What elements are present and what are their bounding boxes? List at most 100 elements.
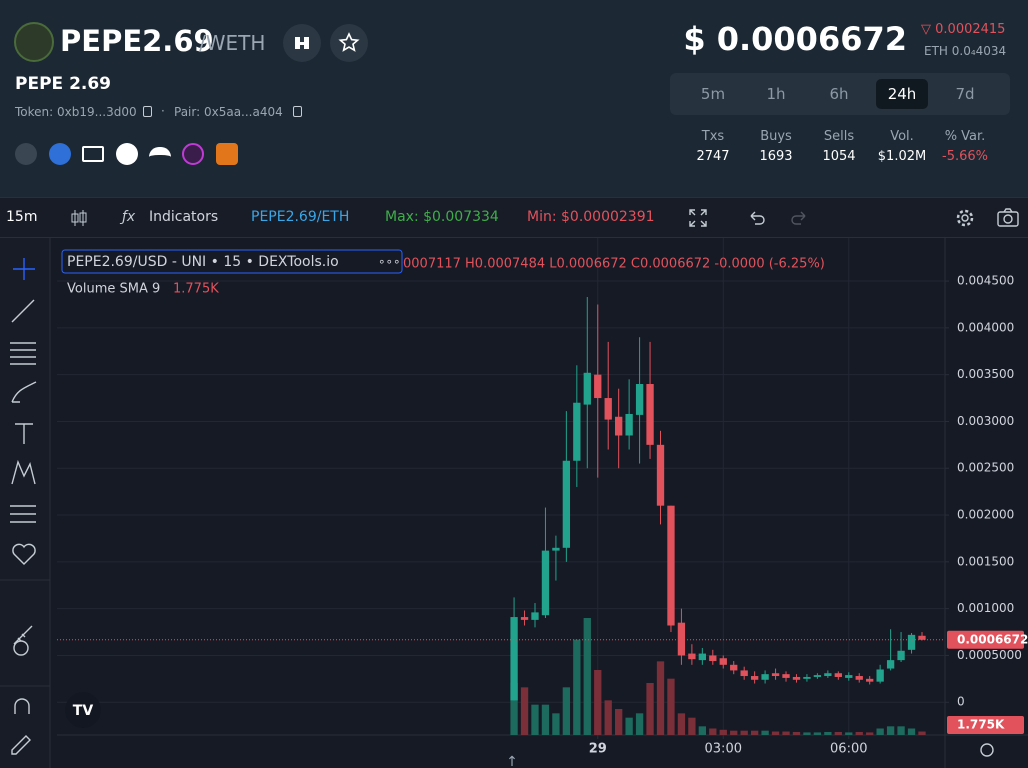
text-tool[interactable]	[15, 423, 33, 444]
y-tick-label: 0.002000	[957, 508, 1014, 522]
candle-body	[698, 653, 707, 661]
plot: 0 0.0005000 0.001000 0.001500 0.002000 0.0025…	[57, 238, 1028, 757]
y-tick-label: 0.003500	[957, 367, 1014, 381]
candle-body	[656, 444, 665, 506]
price-change: ▽ 0.0002415	[921, 22, 1005, 37]
volume-bar	[803, 732, 811, 735]
candle-body	[897, 650, 905, 661]
candle-body	[730, 664, 738, 671]
volume-tag-label: 1.775K	[957, 718, 1005, 732]
legend-box[interactable]	[61, 249, 403, 274]
brush-tool[interactable]	[11, 381, 37, 403]
crosshair-tool[interactable]	[13, 258, 35, 280]
stat-value: -5.66%	[942, 149, 988, 164]
eth-price: ETH 0.0₄4034	[924, 44, 1007, 58]
candle-body	[782, 674, 790, 678]
twitter-link[interactable]	[149, 147, 171, 161]
chart-link[interactable]	[49, 143, 71, 165]
timeframe-option[interactable]: 1h	[766, 85, 786, 103]
volume-bar	[855, 731, 863, 735]
volume-bar	[531, 704, 539, 735]
fullscreen-icon[interactable]	[688, 208, 708, 228]
volume-bar	[813, 732, 822, 735]
y-tick-label: 0.003000	[957, 414, 1014, 428]
y-tick-label: 0	[957, 695, 965, 709]
volume-bar	[594, 670, 602, 735]
pattern-tool[interactable]	[11, 459, 36, 485]
volume-bar	[615, 709, 623, 735]
stat-value: 1693	[759, 149, 793, 164]
volume-bar	[750, 730, 759, 735]
volume-bar	[866, 732, 874, 735]
stat-label: Sells	[823, 129, 855, 144]
change-value: 0.0002415	[935, 22, 1006, 37]
candle-body	[541, 550, 550, 616]
timeframe-option[interactable]: 24h	[876, 79, 928, 109]
min-price: Min: $0.00002391	[527, 209, 655, 225]
metamask-link[interactable]	[216, 143, 238, 165]
candle-body	[719, 658, 727, 665]
candle-body	[635, 384, 644, 415]
settings-icon[interactable]	[954, 207, 976, 229]
website-link[interactable]	[82, 146, 104, 162]
screenshot-icon[interactable]	[996, 207, 1020, 229]
dextools-link[interactable]	[182, 143, 204, 165]
indicators-button[interactable]: Indicators	[149, 209, 219, 225]
lock-tool[interactable]	[11, 735, 31, 755]
candle-body	[813, 675, 822, 677]
copy-icon[interactable]	[293, 106, 302, 117]
candle-body	[646, 384, 654, 445]
stat-label: Txs	[701, 129, 725, 144]
timeframe-option[interactable]: 7d	[955, 85, 975, 103]
scroll-arrow[interactable]: ↑	[506, 754, 518, 768]
y-tick-label: 0.001500	[957, 554, 1014, 568]
candle-body	[594, 374, 602, 399]
candle-body	[677, 622, 686, 656]
more-icon[interactable]: ∘∘∘	[378, 255, 401, 269]
volume-bar	[876, 728, 884, 735]
telegram-link[interactable]	[116, 143, 138, 165]
timeframe-selector: 5m 1h 6h 24h 7d	[670, 73, 1010, 115]
axis-settings[interactable]	[980, 743, 994, 757]
share-icon[interactable]	[15, 143, 37, 165]
candle-body	[907, 634, 916, 650]
favorites-tool[interactable]	[12, 543, 36, 565]
volume-sma-value: 1.775K	[173, 282, 219, 297]
candle-body	[803, 676, 811, 679]
watch-button[interactable]	[283, 24, 321, 62]
ohlc-values: 0007117 H0.0007484 L0.0006672 C0.0006672…	[403, 257, 825, 272]
candle-type-icon[interactable]	[70, 208, 88, 228]
x-tick-label: 03:00	[705, 742, 742, 757]
undo-icon[interactable]	[747, 208, 767, 228]
timeframe-option[interactable]: 5m	[700, 85, 726, 103]
candle-body	[688, 653, 696, 660]
token-symbol: PEPE2.69	[60, 24, 214, 58]
favorite-button[interactable]	[330, 24, 368, 62]
candle-body	[552, 547, 560, 551]
fib-tool[interactable]	[10, 342, 36, 365]
candle-body	[520, 617, 529, 620]
volume-bar	[918, 731, 926, 735]
candle-body	[531, 612, 539, 620]
timeframe-option[interactable]: 6h	[829, 85, 849, 103]
tradingview-logo[interactable]	[65, 692, 101, 728]
candle-body	[583, 372, 591, 405]
stat-value: $1.02M	[877, 149, 927, 164]
drawing-toolbar	[0, 238, 50, 768]
magnet-tool[interactable]	[14, 698, 30, 714]
zoom-tool[interactable]	[13, 640, 29, 656]
volume-bar	[583, 618, 591, 735]
candle-body	[510, 617, 518, 701]
volume-bar	[646, 683, 654, 735]
interval[interactable]: 15m	[6, 209, 38, 225]
fx-icon[interactable]: ƒx	[122, 209, 136, 225]
trendline-tool[interactable]	[11, 299, 35, 323]
volume-bar	[824, 731, 832, 735]
prediction-tool[interactable]	[10, 505, 36, 523]
y-tick-label: 0.004000	[957, 320, 1014, 334]
stat-label: Vol.	[890, 129, 914, 144]
volume-bar	[740, 730, 748, 735]
redo-icon[interactable]	[789, 208, 809, 228]
stat-label: % Var.	[944, 129, 986, 144]
copy-icon[interactable]	[143, 106, 152, 117]
